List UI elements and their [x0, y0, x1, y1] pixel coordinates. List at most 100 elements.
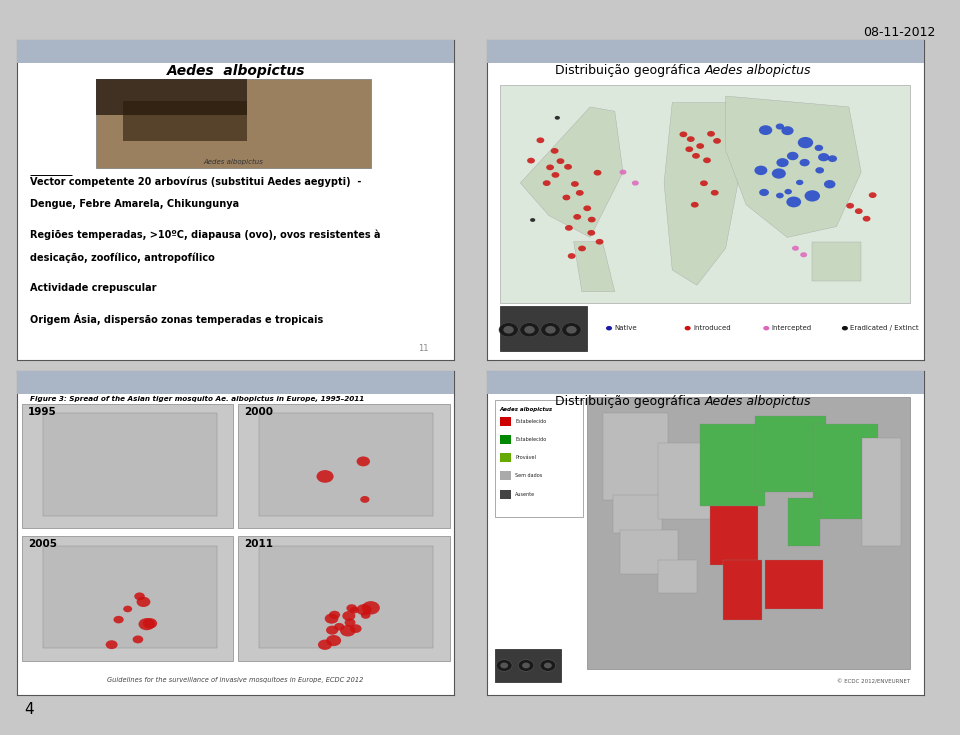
Text: Figure 3: Spread of the Asian tiger mosquito Ae. albopictus in Europe, 1995–2011: Figure 3: Spread of the Asian tiger mosq… — [31, 395, 365, 402]
Circle shape — [520, 323, 540, 337]
Circle shape — [132, 636, 143, 643]
Circle shape — [136, 597, 151, 607]
Text: Aedes albopictus: Aedes albopictus — [500, 406, 553, 412]
Circle shape — [562, 323, 581, 337]
Bar — [238, 404, 449, 528]
Text: ●  insa_Nacional de Saúde: ● insa_Nacional de Saúde — [26, 380, 110, 386]
Bar — [495, 401, 583, 517]
Text: 1899: 1899 — [187, 378, 214, 388]
Circle shape — [828, 155, 837, 162]
Bar — [500, 417, 511, 426]
Circle shape — [557, 158, 564, 164]
Circle shape — [796, 180, 804, 185]
Bar — [96, 79, 248, 115]
Text: Aedes  albopictus: Aedes albopictus — [166, 65, 305, 79]
Text: Provável: Provável — [516, 456, 536, 460]
Bar — [495, 649, 561, 681]
Circle shape — [524, 326, 535, 334]
Bar — [813, 424, 878, 520]
Circle shape — [800, 159, 809, 166]
Text: Vector competente 20 arbovírus (substitui Aedes aegypti)  -: Vector competente 20 arbovírus (substitu… — [31, 176, 362, 187]
Circle shape — [329, 611, 340, 619]
Circle shape — [546, 165, 554, 171]
Bar — [828, 371, 924, 395]
Circle shape — [356, 604, 372, 615]
Text: 1995: 1995 — [28, 406, 57, 417]
Circle shape — [815, 167, 824, 173]
Text: desicação, zoofílico, antropofílico: desicação, zoofílico, antropofílico — [31, 253, 215, 263]
Text: Native: Native — [614, 325, 636, 331]
Circle shape — [106, 640, 118, 649]
Polygon shape — [812, 242, 861, 281]
Bar — [588, 397, 910, 669]
Bar — [710, 506, 758, 565]
Circle shape — [340, 625, 355, 637]
Circle shape — [691, 202, 699, 207]
Circle shape — [326, 625, 338, 634]
Bar — [500, 435, 511, 444]
Circle shape — [815, 145, 823, 151]
Circle shape — [595, 239, 604, 245]
Circle shape — [349, 624, 362, 633]
Circle shape — [542, 180, 551, 186]
Text: 1899: 1899 — [657, 47, 684, 57]
Circle shape — [684, 326, 690, 331]
Bar — [257, 371, 301, 395]
Circle shape — [784, 189, 792, 195]
Bar — [862, 438, 900, 546]
Bar — [765, 560, 823, 609]
Circle shape — [537, 137, 544, 143]
Circle shape — [710, 190, 719, 196]
Text: Distribuição geográfica: Distribuição geográfica — [556, 65, 705, 77]
Circle shape — [804, 190, 820, 201]
Circle shape — [818, 153, 829, 161]
Bar — [619, 530, 678, 573]
Bar — [659, 560, 697, 592]
Bar — [659, 443, 716, 520]
Circle shape — [544, 662, 552, 668]
Circle shape — [759, 125, 772, 135]
Circle shape — [551, 148, 559, 154]
Circle shape — [578, 245, 586, 251]
Text: © ECDC 2012/ENVEURNET: © ECDC 2012/ENVEURNET — [837, 680, 910, 685]
Bar — [723, 560, 761, 620]
Circle shape — [500, 662, 508, 668]
Text: Aedes albopictus: Aedes albopictus — [705, 395, 811, 409]
Bar — [43, 414, 217, 515]
Circle shape — [530, 218, 536, 222]
Circle shape — [792, 245, 799, 251]
Circle shape — [564, 164, 572, 170]
Text: 1899: 1899 — [657, 378, 684, 388]
Circle shape — [854, 208, 863, 214]
Circle shape — [362, 601, 380, 614]
Text: 2005: 2005 — [28, 539, 58, 549]
Circle shape — [551, 172, 560, 178]
Text: Sem dados: Sem dados — [516, 473, 542, 478]
Bar — [259, 414, 433, 515]
Circle shape — [573, 214, 581, 220]
Circle shape — [686, 136, 695, 142]
Circle shape — [713, 138, 721, 144]
Circle shape — [824, 180, 835, 188]
Circle shape — [496, 659, 512, 671]
Circle shape — [555, 116, 560, 120]
Bar — [257, 40, 301, 63]
Text: Estabelecido: Estabelecido — [516, 437, 546, 442]
Circle shape — [786, 196, 802, 207]
Circle shape — [345, 618, 355, 626]
Text: Origem Ásia, dispersão zonas temperadas e tropicais: Origem Ásia, dispersão zonas temperadas … — [31, 313, 324, 326]
Bar — [22, 536, 233, 661]
Bar — [17, 371, 454, 395]
Circle shape — [842, 326, 848, 331]
Bar — [43, 546, 217, 648]
Text: Eradicated / Extinct: Eradicated / Extinct — [851, 325, 919, 331]
Circle shape — [571, 181, 579, 187]
Bar — [500, 85, 910, 303]
Circle shape — [527, 158, 535, 163]
Circle shape — [863, 216, 871, 221]
Circle shape — [798, 137, 813, 148]
Circle shape — [113, 616, 124, 623]
Circle shape — [138, 618, 155, 630]
Circle shape — [588, 217, 595, 223]
Text: Regiões temperadas, >10ºC, diapausa (ovo), ovos resistentes à: Regiões temperadas, >10ºC, diapausa (ovo… — [31, 230, 381, 240]
